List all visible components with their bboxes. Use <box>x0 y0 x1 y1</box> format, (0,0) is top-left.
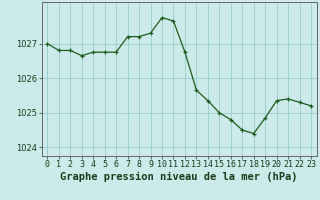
X-axis label: Graphe pression niveau de la mer (hPa): Graphe pression niveau de la mer (hPa) <box>60 172 298 182</box>
